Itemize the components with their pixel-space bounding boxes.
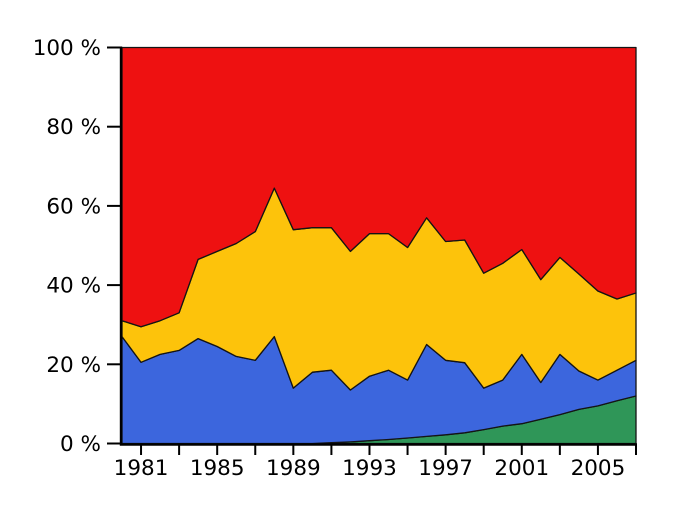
- y-tick-label: 60 %: [46, 194, 101, 219]
- x-tick-label: 1981: [114, 456, 169, 481]
- y-tick-label: 20 %: [46, 353, 101, 378]
- y-tick-label: 40 %: [46, 274, 101, 299]
- y-tick-label: 80 %: [46, 115, 101, 140]
- x-tick-label: 2001: [494, 456, 549, 481]
- x-tick-label: 1997: [418, 456, 473, 481]
- x-tick-label: 1985: [190, 456, 245, 481]
- x-tick-label: 1993: [342, 456, 397, 481]
- x-tick-label: 2005: [571, 456, 626, 481]
- x-tick-label: 1989: [266, 456, 321, 481]
- y-tick-label: 100 %: [33, 36, 101, 61]
- y-tick-label: 0 %: [60, 432, 101, 457]
- area-red: [121, 46, 637, 328]
